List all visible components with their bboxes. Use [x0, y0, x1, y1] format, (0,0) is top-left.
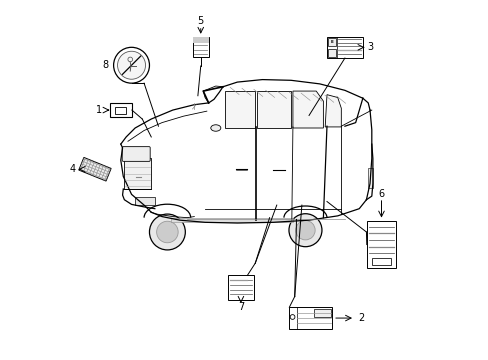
Polygon shape: [257, 91, 290, 128]
Text: 5: 5: [197, 17, 203, 27]
Bar: [192, 37, 208, 57]
Circle shape: [156, 221, 178, 243]
Bar: [327, 49, 335, 57]
Bar: [366, 221, 395, 268]
Circle shape: [288, 214, 321, 247]
Text: 3: 3: [367, 42, 373, 52]
Bar: [227, 275, 253, 300]
Text: 4: 4: [70, 164, 76, 174]
Circle shape: [289, 315, 294, 319]
Text: 7: 7: [237, 302, 244, 312]
Bar: [171, 218, 292, 222]
Bar: [192, 37, 208, 43]
Text: E: E: [330, 40, 333, 44]
Bar: [135, 197, 155, 205]
Text: 8: 8: [102, 60, 109, 70]
Bar: [289, 307, 332, 329]
Bar: [79, 157, 111, 181]
Bar: [314, 309, 330, 317]
Bar: [124, 158, 151, 189]
Bar: [327, 38, 335, 46]
Bar: [326, 37, 362, 58]
Circle shape: [149, 214, 185, 250]
Bar: [371, 258, 390, 265]
Circle shape: [128, 57, 132, 62]
Circle shape: [295, 221, 314, 240]
Text: 2: 2: [358, 313, 364, 323]
Bar: [367, 168, 372, 188]
Text: 6: 6: [378, 189, 384, 199]
Text: 1: 1: [96, 105, 102, 115]
Bar: [115, 107, 126, 114]
Polygon shape: [325, 95, 341, 127]
FancyBboxPatch shape: [122, 147, 150, 161]
Polygon shape: [292, 91, 323, 128]
Ellipse shape: [210, 125, 221, 131]
Bar: [109, 103, 132, 117]
Polygon shape: [224, 91, 255, 128]
Circle shape: [117, 51, 145, 79]
Circle shape: [113, 47, 149, 83]
